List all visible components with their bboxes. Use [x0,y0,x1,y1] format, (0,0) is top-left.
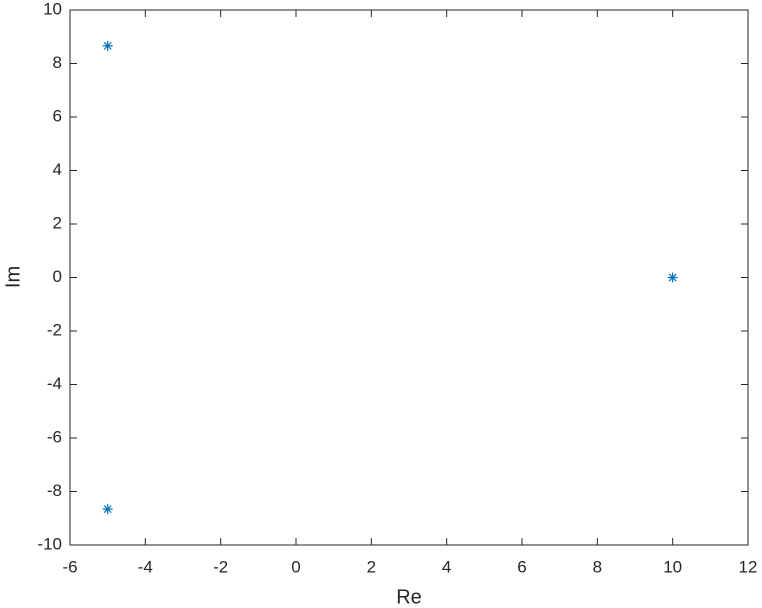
point [102,504,113,515]
x-tick-label: 8 [593,557,602,576]
x-tick-label: 6 [517,557,526,576]
y-tick-label: 4 [53,160,62,179]
x-tick-label: -4 [138,557,153,576]
y-tick-label: -4 [47,374,62,393]
y-tick-label: 0 [53,267,62,286]
y-tick-label: -10 [37,534,62,553]
x-tick-label: -2 [213,557,228,576]
y-tick-label: 2 [53,213,62,232]
y-tick-label: -2 [47,320,62,339]
x-tick-label: 4 [442,557,451,576]
x-tick-label: 10 [663,557,682,576]
y-tick-label: -6 [47,427,62,446]
x-axis-label: Re [396,586,422,608]
y-tick-label: -8 [47,481,62,500]
x-tick-label: 2 [367,557,376,576]
x-tick-label: 0 [291,557,300,576]
point [102,40,113,51]
y-tick-label: 10 [43,0,62,18]
x-tick-label: 12 [739,557,758,576]
plot-area [69,9,749,546]
y-tick-label: 6 [53,106,62,125]
x-tick-label: -6 [62,557,77,576]
y-tick-label: 8 [53,53,62,72]
point [667,272,678,283]
y-axis-label: Im [2,266,24,288]
